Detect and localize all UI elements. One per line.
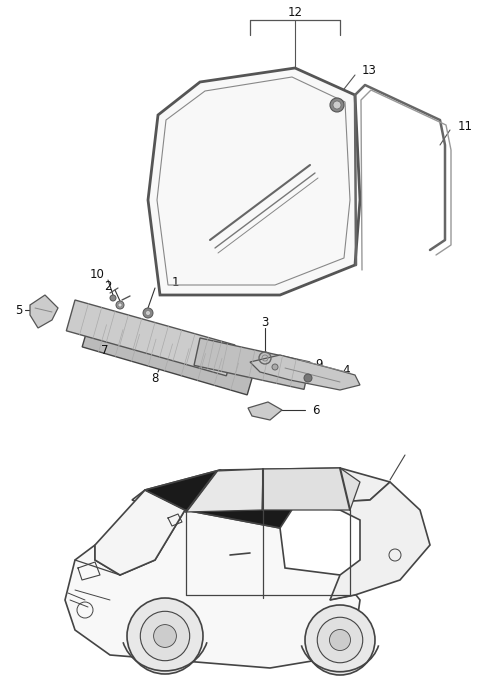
Polygon shape <box>250 355 360 390</box>
Polygon shape <box>30 295 58 328</box>
Text: 9: 9 <box>315 359 323 371</box>
Polygon shape <box>148 68 360 295</box>
Circle shape <box>305 605 375 675</box>
Text: 7: 7 <box>100 343 108 357</box>
Text: 2: 2 <box>105 279 112 292</box>
Circle shape <box>127 598 203 674</box>
Polygon shape <box>65 510 360 668</box>
Text: 5: 5 <box>14 304 22 316</box>
Polygon shape <box>285 482 430 600</box>
Polygon shape <box>263 468 360 510</box>
Polygon shape <box>82 320 255 395</box>
Circle shape <box>317 617 363 662</box>
Circle shape <box>304 374 312 382</box>
Polygon shape <box>186 469 263 512</box>
Polygon shape <box>95 490 185 575</box>
Polygon shape <box>66 300 235 376</box>
Text: 12: 12 <box>288 6 302 20</box>
Circle shape <box>116 301 124 309</box>
Text: 10: 10 <box>90 269 105 281</box>
Circle shape <box>272 364 278 370</box>
Circle shape <box>330 98 344 112</box>
Circle shape <box>154 625 177 648</box>
Circle shape <box>329 630 350 651</box>
Polygon shape <box>248 402 282 420</box>
Circle shape <box>143 308 153 318</box>
Circle shape <box>118 303 122 307</box>
Text: 4: 4 <box>342 364 349 376</box>
Text: 3: 3 <box>261 315 269 329</box>
Text: 11: 11 <box>458 119 473 133</box>
Circle shape <box>140 611 190 661</box>
Text: 1: 1 <box>172 276 180 290</box>
Polygon shape <box>145 470 295 528</box>
Circle shape <box>145 311 151 315</box>
Circle shape <box>110 295 116 301</box>
Text: 6: 6 <box>312 403 320 417</box>
Polygon shape <box>194 338 310 389</box>
Text: 13: 13 <box>362 64 377 77</box>
Circle shape <box>333 101 341 109</box>
Text: 8: 8 <box>151 371 159 385</box>
Polygon shape <box>132 468 390 508</box>
